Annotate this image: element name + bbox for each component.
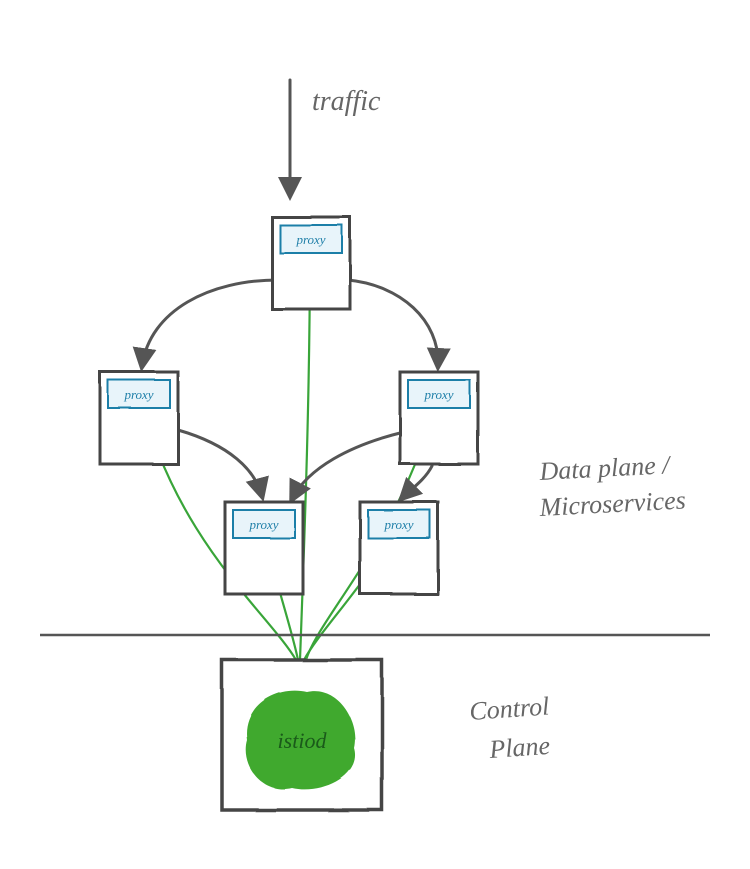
flow-arrow (292, 432, 404, 499)
proxy-node-botR: proxy (360, 502, 438, 594)
control-plane-label: Control Plane (468, 691, 551, 764)
svg-text:Microservices: Microservices (538, 485, 687, 522)
proxy-node-botL: proxy (225, 502, 303, 594)
svg-text:Plane: Plane (487, 731, 551, 764)
traffic-arrow: traffic (290, 80, 381, 195)
istiod-label: istiod (278, 728, 328, 753)
istiod-box: istiod (222, 660, 382, 810)
proxy-label: proxy (295, 232, 325, 247)
data-plane-arrows (142, 280, 438, 499)
proxy-label: proxy (423, 387, 453, 402)
traffic-label: traffic (312, 86, 381, 117)
flow-arrow (142, 280, 278, 366)
data-plane-label: Data plane / Microservices (538, 450, 687, 522)
proxy-node-left: proxy (100, 372, 178, 464)
proxy-node-right: proxy (400, 372, 478, 464)
diagram-canvas: traffic proxy proxy proxy proxy proxy istiod… (0, 0, 750, 869)
svg-text:Control: Control (468, 691, 550, 726)
flow-arrow (178, 430, 262, 496)
flow-arrow (348, 280, 438, 366)
svg-text:Data plane /: Data plane / (538, 450, 673, 486)
proxy-label: proxy (383, 517, 413, 532)
proxy-label: proxy (248, 517, 278, 532)
proxy-label: proxy (123, 387, 153, 402)
proxy-nodes: proxy proxy proxy proxy proxy (100, 217, 478, 594)
proxy-node-top: proxy (272, 217, 350, 309)
